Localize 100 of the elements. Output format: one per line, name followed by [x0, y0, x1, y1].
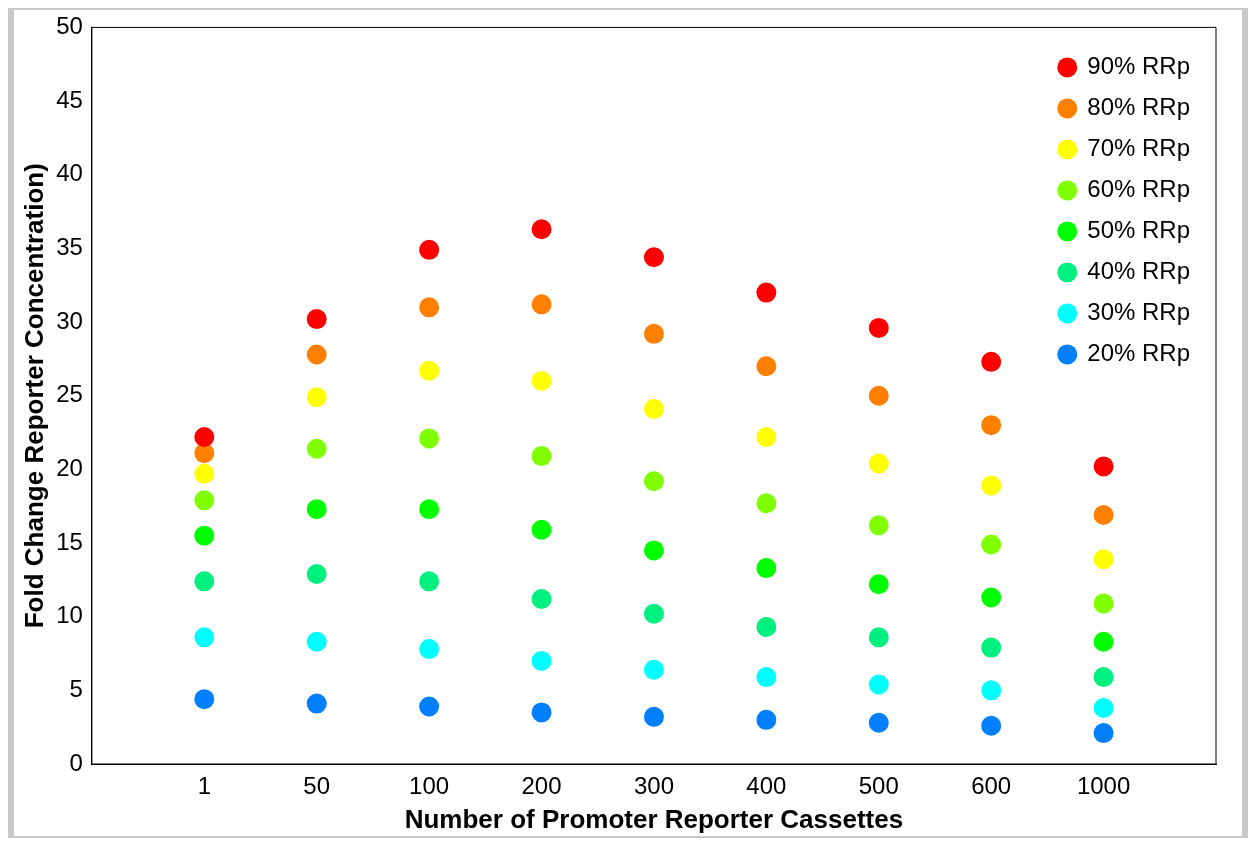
- y-axis-title: Fold Change Reporter Concentration): [18, 163, 49, 629]
- point: [419, 571, 440, 592]
- y-tick-label: 45: [56, 85, 83, 113]
- point: [531, 370, 552, 391]
- x-tick-label: 500: [858, 772, 899, 800]
- point: [756, 356, 777, 377]
- point: [981, 587, 1002, 608]
- point: [194, 463, 215, 484]
- point: [306, 693, 327, 714]
- point: [1093, 723, 1114, 744]
- point: [756, 426, 777, 447]
- point: [531, 294, 552, 315]
- point: [756, 558, 777, 579]
- legend-label: 80% RRp: [1087, 93, 1190, 121]
- point: [643, 398, 664, 419]
- point: [868, 574, 889, 595]
- point: [531, 219, 552, 240]
- y-tick-label: 10: [56, 601, 83, 629]
- point: [1093, 667, 1114, 688]
- y-tick-label: 40: [56, 159, 83, 187]
- point: [194, 627, 215, 648]
- point: [1093, 631, 1114, 652]
- point: [531, 650, 552, 671]
- point: [756, 493, 777, 514]
- x-tick-label: 50: [303, 772, 331, 800]
- legend-label: 70% RRp: [1087, 134, 1190, 162]
- point: [643, 659, 664, 680]
- x-tick-label: 1: [197, 772, 211, 800]
- point: [756, 709, 777, 730]
- point: [981, 415, 1002, 436]
- point: [868, 453, 889, 474]
- point: [756, 282, 777, 303]
- point: [756, 616, 777, 637]
- point: [306, 309, 327, 330]
- x-tick-label: 100: [409, 772, 450, 800]
- legend-label: 50% RRp: [1087, 216, 1190, 244]
- point: [643, 471, 664, 492]
- point: [194, 426, 215, 447]
- point: [868, 627, 889, 648]
- point: [419, 360, 440, 381]
- point: [643, 706, 664, 727]
- x-tick-label: 200: [521, 772, 562, 800]
- point: [306, 499, 327, 520]
- x-tick-label: 600: [971, 772, 1012, 800]
- legend-label: 60% RRp: [1087, 175, 1190, 203]
- point: [1093, 593, 1114, 614]
- legend-label: 30% RRp: [1087, 298, 1190, 326]
- point: [868, 515, 889, 536]
- point: [419, 639, 440, 660]
- point: [1093, 698, 1114, 719]
- point: [419, 428, 440, 449]
- point: [419, 297, 440, 318]
- point: [1093, 549, 1114, 570]
- x-tick-label: 300: [633, 772, 674, 800]
- y-tick-label: 35: [56, 233, 83, 261]
- legend-label: 20% RRp: [1087, 339, 1190, 367]
- point: [868, 712, 889, 733]
- point: [194, 490, 215, 511]
- point: [981, 637, 1002, 658]
- point: [643, 603, 664, 624]
- legend-label: 90% RRp: [1087, 52, 1190, 80]
- point: [981, 475, 1002, 496]
- point: [194, 571, 215, 592]
- point: [643, 540, 664, 561]
- point: [868, 385, 889, 406]
- point: [1093, 456, 1114, 477]
- point: [981, 351, 1002, 372]
- point: [419, 239, 440, 260]
- point: [531, 446, 552, 467]
- point: [981, 715, 1002, 736]
- point: [981, 680, 1002, 701]
- point: [306, 631, 327, 652]
- point: [643, 247, 664, 268]
- point: [981, 534, 1002, 555]
- y-tick-label: 25: [56, 380, 83, 408]
- point: [419, 499, 440, 520]
- point: [868, 674, 889, 695]
- point: [531, 589, 552, 609]
- y-tick-label: 0: [69, 748, 83, 776]
- y-tick-label: 30: [56, 306, 83, 334]
- y-tick-label: 5: [69, 674, 83, 702]
- point: [419, 696, 440, 717]
- point: [868, 317, 889, 338]
- point: [1093, 505, 1114, 526]
- point: [194, 689, 215, 710]
- point: [643, 323, 664, 344]
- x-tick-label: 400: [746, 772, 787, 800]
- point: [531, 519, 552, 540]
- point: [194, 525, 215, 546]
- x-tick-label: 1000: [1076, 772, 1131, 800]
- point: [306, 438, 327, 459]
- y-tick-label: 20: [56, 453, 83, 481]
- y-tick-label: 50: [56, 12, 83, 40]
- x-axis-title: Number of Promoter Reporter Cassettes: [404, 803, 904, 834]
- point: [306, 387, 327, 408]
- point: [531, 702, 552, 723]
- legend-label: 40% RRp: [1087, 257, 1190, 285]
- point: [756, 667, 777, 688]
- point: [194, 443, 215, 464]
- y-tick-label: 15: [56, 527, 83, 555]
